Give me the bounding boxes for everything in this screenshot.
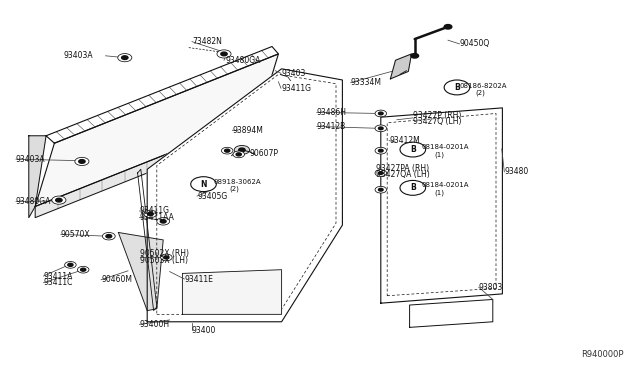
Circle shape xyxy=(444,80,470,95)
Circle shape xyxy=(444,25,452,29)
Circle shape xyxy=(378,149,383,152)
Text: 93803: 93803 xyxy=(479,283,503,292)
Text: 93400: 93400 xyxy=(192,326,216,335)
Circle shape xyxy=(118,54,132,62)
Circle shape xyxy=(375,147,387,154)
Circle shape xyxy=(378,112,383,115)
Circle shape xyxy=(164,256,169,259)
Text: (2): (2) xyxy=(475,90,484,96)
Text: B: B xyxy=(410,145,415,154)
Circle shape xyxy=(217,50,231,58)
Circle shape xyxy=(221,52,227,56)
Circle shape xyxy=(234,145,250,154)
Circle shape xyxy=(225,149,230,152)
Polygon shape xyxy=(182,270,282,314)
Circle shape xyxy=(191,177,216,192)
Text: 93480GA: 93480GA xyxy=(16,197,51,206)
Circle shape xyxy=(77,266,89,273)
Polygon shape xyxy=(29,136,46,218)
Text: 93412B: 93412B xyxy=(317,122,346,131)
Circle shape xyxy=(375,125,387,132)
Text: B: B xyxy=(410,183,415,192)
Circle shape xyxy=(157,218,170,225)
Text: 08184-0201A: 08184-0201A xyxy=(421,144,468,150)
Polygon shape xyxy=(381,108,502,303)
Polygon shape xyxy=(35,54,278,206)
Text: 93403A: 93403A xyxy=(63,51,93,60)
Circle shape xyxy=(375,186,387,193)
Text: 93427Q (LH): 93427Q (LH) xyxy=(413,117,461,126)
Circle shape xyxy=(65,262,76,268)
Text: 93411C: 93411C xyxy=(44,278,73,287)
Text: B: B xyxy=(454,83,460,92)
Circle shape xyxy=(236,153,241,156)
Circle shape xyxy=(411,54,419,58)
Polygon shape xyxy=(390,54,412,79)
Text: 08186-8202A: 08186-8202A xyxy=(460,83,507,89)
Circle shape xyxy=(147,212,153,216)
Circle shape xyxy=(400,142,426,157)
Circle shape xyxy=(378,188,383,191)
Text: 90460M: 90460M xyxy=(101,275,132,284)
Text: 93894M: 93894M xyxy=(232,126,263,135)
Circle shape xyxy=(378,171,383,174)
Text: R940000P: R940000P xyxy=(582,350,624,359)
Text: 93480GA: 93480GA xyxy=(226,56,261,65)
Text: 93334M: 93334M xyxy=(351,78,381,87)
Text: 08918-3062A: 08918-3062A xyxy=(213,179,260,185)
Text: 93403A: 93403A xyxy=(16,155,45,164)
Text: 90607P: 90607P xyxy=(250,149,278,158)
Text: (2): (2) xyxy=(229,185,239,192)
Text: 93411G: 93411G xyxy=(282,84,312,93)
Polygon shape xyxy=(35,117,259,218)
Circle shape xyxy=(144,210,157,218)
Circle shape xyxy=(221,147,233,154)
Circle shape xyxy=(378,127,383,130)
Text: 90570X: 90570X xyxy=(61,230,90,239)
Text: 93411G: 93411G xyxy=(140,206,170,215)
Text: (1): (1) xyxy=(434,151,444,158)
Circle shape xyxy=(233,151,244,158)
Polygon shape xyxy=(46,46,278,143)
Text: 93400H: 93400H xyxy=(140,320,170,329)
Circle shape xyxy=(400,180,426,195)
Text: 93480: 93480 xyxy=(504,167,529,176)
Text: 93411AA: 93411AA xyxy=(140,213,174,222)
Circle shape xyxy=(122,56,128,60)
Text: 93405G: 93405G xyxy=(197,192,227,201)
Circle shape xyxy=(375,110,387,117)
Text: 90502X (RH): 90502X (RH) xyxy=(140,249,189,258)
Text: 90450Q: 90450Q xyxy=(460,39,490,48)
Polygon shape xyxy=(410,299,493,327)
Text: N: N xyxy=(200,180,207,189)
Polygon shape xyxy=(147,69,342,322)
Text: 93411E: 93411E xyxy=(184,275,213,283)
Circle shape xyxy=(375,170,387,176)
Text: 93427P (RH): 93427P (RH) xyxy=(413,111,461,120)
Circle shape xyxy=(56,198,62,202)
Circle shape xyxy=(79,160,85,163)
Circle shape xyxy=(75,157,89,166)
Text: 73482N: 73482N xyxy=(192,37,222,46)
Circle shape xyxy=(106,235,112,238)
Circle shape xyxy=(102,232,115,240)
Circle shape xyxy=(160,219,166,223)
Text: 93412M: 93412M xyxy=(389,136,420,145)
Text: 93427QA (LH): 93427QA (LH) xyxy=(376,170,430,179)
Text: 93403: 93403 xyxy=(282,69,306,78)
Text: (1): (1) xyxy=(434,189,444,196)
Circle shape xyxy=(161,254,172,261)
Text: 08184-0201A: 08184-0201A xyxy=(421,182,468,188)
Circle shape xyxy=(81,268,86,271)
Text: 93411A: 93411A xyxy=(44,272,73,280)
Text: 93427PA (RH): 93427PA (RH) xyxy=(376,164,429,173)
Circle shape xyxy=(68,263,73,266)
Text: 90503X (LH): 90503X (LH) xyxy=(140,256,188,265)
Circle shape xyxy=(239,148,245,152)
Polygon shape xyxy=(118,232,163,311)
Text: 93486H: 93486H xyxy=(317,108,347,117)
Circle shape xyxy=(52,196,66,204)
